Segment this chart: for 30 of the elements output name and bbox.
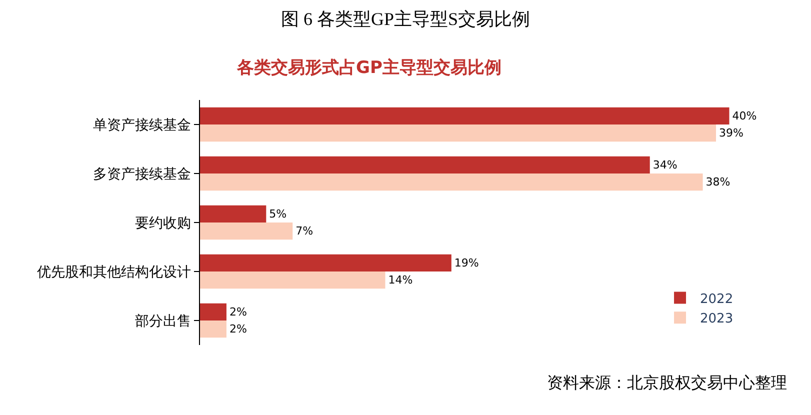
data-label: 14%	[388, 274, 413, 287]
data-label: 2%	[229, 322, 247, 336]
chart-subtitle: 各类交易形式占GP主导型交易比例	[236, 58, 502, 78]
data-label: 39%	[719, 126, 744, 140]
bar	[200, 272, 386, 289]
bar	[200, 205, 266, 222]
y-tick-label: 要约收购	[135, 215, 192, 232]
data-label: 34%	[652, 158, 678, 172]
bar	[200, 174, 703, 191]
bar	[200, 320, 226, 338]
legend-label: 2023	[700, 312, 734, 327]
data-label: 7%	[296, 224, 314, 238]
bar	[200, 222, 293, 240]
y-tick-label: 优先股和其他结构化设计	[37, 264, 192, 280]
y-tick-label: 单资产接续基金	[93, 117, 192, 134]
bar	[200, 124, 716, 142]
legend-label: 2022	[700, 292, 734, 307]
data-label: 38%	[706, 176, 730, 189]
data-label: 40%	[732, 109, 757, 122]
data-label: 2%	[229, 305, 247, 318]
bar	[200, 156, 650, 174]
bar	[200, 254, 452, 272]
y-tick-label: 多资产接续基金	[93, 166, 192, 182]
text: 资料来源：北京股权交易中心整理	[547, 374, 787, 392]
bar	[200, 303, 226, 320]
bar	[200, 107, 730, 124]
data-label: 5%	[269, 207, 287, 220]
data-label: 19%	[454, 256, 479, 270]
chart-title: 图 6 各类型GP主导型S交易比例	[280, 9, 530, 30]
y-tick-label: 部分出售	[135, 313, 192, 330]
